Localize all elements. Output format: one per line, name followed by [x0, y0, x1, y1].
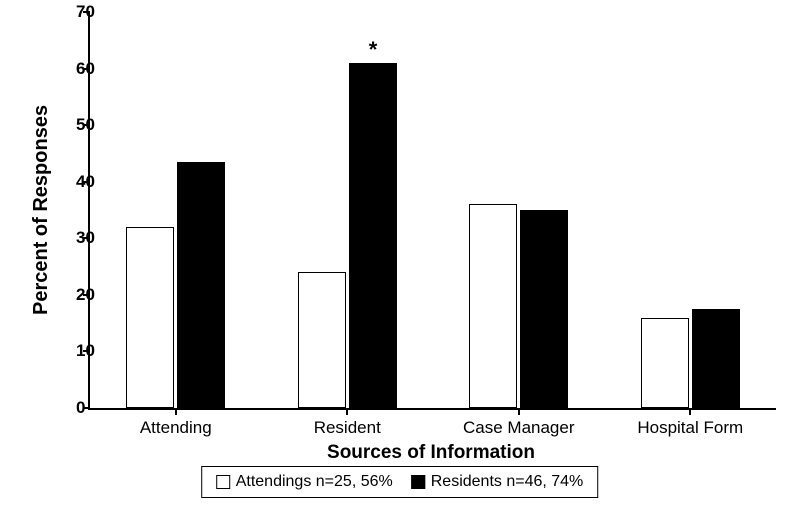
x-tick-label: Attending [140, 418, 212, 438]
bar [520, 210, 568, 408]
bar [349, 63, 397, 408]
x-tick-label: Case Manager [463, 418, 575, 438]
bar-chart: Attending Resident Case Manager Hospital Fo… [0, 0, 799, 507]
legend-label: Residents n=46, 74% [431, 473, 584, 491]
plot-area: AttendingResidentCase ManagerHospital Fo… [88, 12, 776, 410]
legend-swatch [411, 475, 425, 489]
x-tick-mark [346, 408, 348, 415]
x-tick-label: Hospital Form [637, 418, 743, 438]
y-axis-label: Percent of Responses [30, 105, 53, 315]
annotation-asterisk: * [369, 37, 378, 63]
legend: Attendings n=25, 56% Residents n=46, 74% [201, 466, 599, 498]
x-tick-mark [689, 408, 691, 415]
x-tick-mark [175, 408, 177, 415]
bar [177, 162, 225, 408]
x-axis-label: Sources of Information [327, 442, 535, 464]
legend-swatch [216, 475, 230, 489]
legend-item: Residents n=46, 74% [411, 473, 584, 491]
legend-item: Attendings n=25, 56% [216, 473, 393, 491]
x-tick-label: Resident [314, 418, 381, 438]
legend-label: Attendings n=25, 56% [236, 473, 393, 491]
x-tick-mark [518, 408, 520, 415]
bar [126, 227, 174, 408]
bar [692, 309, 740, 408]
bar [641, 318, 689, 409]
bar [298, 272, 346, 408]
bar [469, 204, 517, 408]
